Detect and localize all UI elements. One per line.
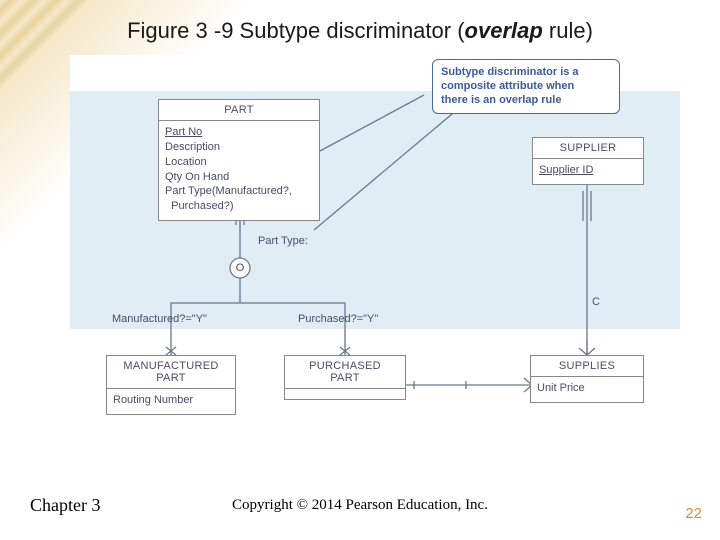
label-part-type: Part Type: [258,235,308,247]
label-manufactured-cond: Manufactured?="Y" [112,313,207,325]
slide: Figure 3 -9 Subtype discriminator (overl… [0,0,720,540]
svg-text:O: O [236,262,245,274]
entity-supplier: SUPPLIER Supplier ID [532,137,644,185]
entity-supplies-attrs: Unit Price [531,377,643,402]
entity-manufactured-attrs: Routing Number [107,389,235,414]
svg-text:C: C [592,296,600,308]
label-purchased-cond: Purchased?="Y" [298,313,378,325]
entity-part-header: PART [159,100,319,121]
entity-supplier-header: SUPPLIER [533,138,643,159]
entity-part: PART Part NoDescriptionLocationQty On Ha… [158,99,320,221]
entity-purchased-header: PURCHASEDPART [285,356,405,389]
slide-title: Figure 3 -9 Subtype discriminator (overl… [0,18,720,44]
copyright-text: Copyright © 2014 Pearson Education, Inc. [0,497,720,514]
erd-diagram: O C Subtype discriminator is acomposite … [70,55,680,475]
title-italic: overlap [465,18,543,43]
page-number: 22 [685,505,702,522]
entity-purchased: PURCHASEDPART [284,355,406,400]
entity-purchased-attrs [285,389,405,399]
entity-part-attrs: Part NoDescriptionLocationQty On HandPar… [159,121,319,220]
entity-supplier-attrs: Supplier ID [533,159,643,184]
callout-box: Subtype discriminator is acomposite attr… [432,59,620,114]
entity-supplies: SUPPLIES Unit Price [530,355,644,403]
entity-manufactured: MANUFACTUREDPART Routing Number [106,355,236,415]
title-post: rule) [543,18,593,43]
title-pre: Figure 3 -9 Subtype discriminator ( [127,18,464,43]
entity-supplies-header: SUPPLIES [531,356,643,377]
entity-manufactured-header: MANUFACTUREDPART [107,356,235,389]
